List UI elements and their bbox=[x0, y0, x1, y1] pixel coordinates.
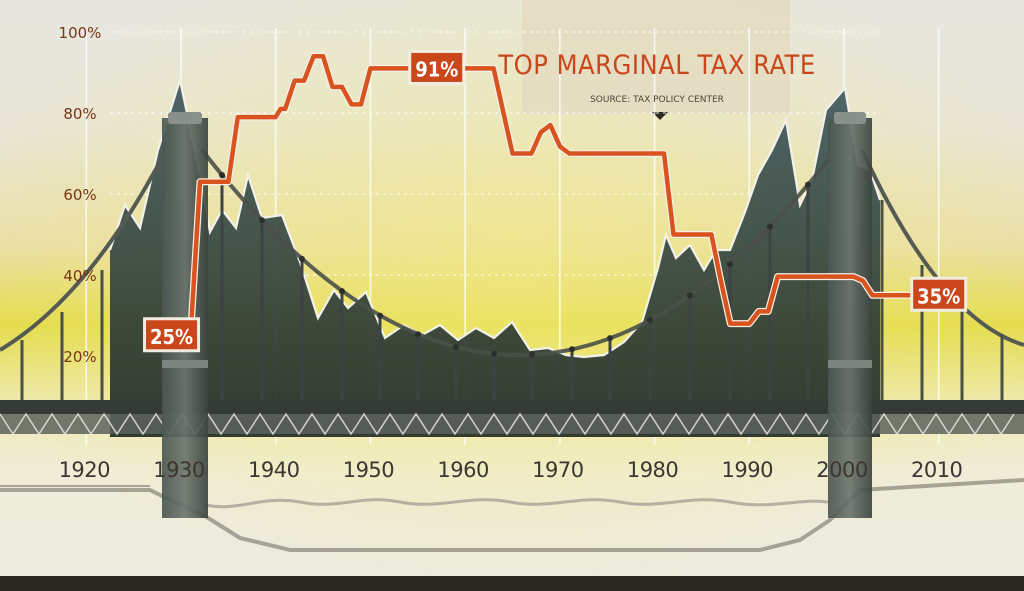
x-tick-label: 1950 bbox=[343, 458, 394, 482]
x-tick-label: 1970 bbox=[532, 458, 583, 482]
cable-clamp bbox=[569, 346, 575, 353]
data-label-box bbox=[143, 317, 201, 353]
tower-cap bbox=[168, 112, 202, 124]
data-label-text: 91% bbox=[415, 57, 458, 81]
right-tower bbox=[828, 118, 872, 518]
y-tick-label: 80% bbox=[63, 105, 96, 123]
cable-clamp bbox=[453, 343, 459, 350]
data-label: 25% bbox=[143, 317, 201, 353]
x-tick-label: 1990 bbox=[722, 458, 773, 482]
y-tick-label: 60% bbox=[63, 186, 96, 204]
data-label-text: 35% bbox=[917, 284, 960, 308]
cable-clamp bbox=[687, 292, 693, 299]
bottom-shadow bbox=[0, 576, 1024, 591]
left-side-cable bbox=[0, 117, 184, 352]
cable-clamp bbox=[259, 217, 265, 224]
cable-clamp bbox=[727, 261, 733, 268]
tower-cap bbox=[834, 112, 866, 124]
cable-clamp bbox=[767, 223, 773, 230]
cable-clamp bbox=[299, 255, 305, 262]
chart-title: TOP MARGINAL TAX RATE bbox=[497, 50, 815, 81]
data-label: 91% bbox=[408, 49, 466, 85]
data-label-text: 25% bbox=[150, 325, 193, 349]
x-tick-label: 1960 bbox=[437, 458, 488, 482]
y-tick-label: 100% bbox=[59, 24, 102, 42]
cable-clamp bbox=[647, 316, 653, 323]
cable-clamp bbox=[415, 331, 421, 338]
chart-subtitle: SOURCE: TAX POLICY CENTER bbox=[590, 95, 724, 105]
y-tick-label: 20% bbox=[63, 348, 96, 366]
main-cable bbox=[200, 148, 838, 357]
series-layer: 25% 91% 35% bbox=[143, 49, 968, 353]
x-tick-label: 1920 bbox=[59, 458, 110, 482]
axes: 20% 40% 60% 80% 100% 1920 1930 1940 1950 1960 1970… bbox=[59, 24, 963, 482]
data-label-box bbox=[408, 49, 466, 85]
mountain-edge bbox=[108, 75, 882, 359]
x-tick-label: 1980 bbox=[627, 458, 678, 482]
data-label: 35% bbox=[910, 276, 968, 312]
cable-clamp bbox=[491, 350, 497, 357]
x-tick-label: 2000 bbox=[816, 458, 867, 482]
title-banner bbox=[522, 0, 790, 120]
cable-clamp bbox=[607, 335, 613, 342]
cable-clamp bbox=[377, 312, 383, 319]
x-tick-label: 1930 bbox=[153, 458, 204, 482]
x-tick-label: 2010 bbox=[911, 458, 962, 482]
cable-clamp bbox=[219, 172, 225, 179]
data-label-box bbox=[910, 276, 968, 312]
x-tick-label: 1940 bbox=[248, 458, 299, 482]
tower-band bbox=[162, 360, 208, 368]
bridge-illustration bbox=[0, 112, 1024, 518]
cable-clamp bbox=[339, 288, 345, 295]
cable-clamp bbox=[805, 181, 811, 188]
bridge-deck bbox=[0, 400, 1024, 414]
tower-band bbox=[828, 360, 872, 368]
y-tick-label: 40% bbox=[63, 267, 96, 285]
cable-clamp bbox=[529, 351, 535, 358]
